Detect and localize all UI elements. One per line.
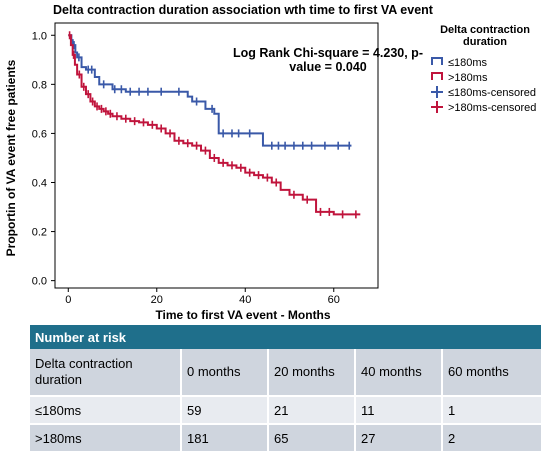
legend: Delta contraction duration ≤180ms >180ms ≤… — [431, 24, 536, 114]
table-cell: 59 — [181, 395, 269, 424]
col-header-group: Delta contraction duration — [30, 349, 182, 396]
chart-title: Delta contraction duration association w… — [53, 3, 434, 17]
table-cell: 21 — [268, 395, 356, 424]
y-tick-label: 0.8 — [32, 79, 47, 91]
col-header-60-months: 60 months — [442, 349, 541, 396]
annotation-line-2: value = 0.040 — [289, 60, 367, 74]
risk-table-header: Number at risk — [30, 325, 541, 349]
y-tick-label: 1.0 — [32, 30, 47, 42]
km-chart: Delta contraction duration association w… — [4, 3, 536, 322]
table-cell: 181 — [181, 423, 269, 451]
table-cell: 65 — [268, 423, 356, 451]
legend-label: ≤180ms-censored — [448, 87, 536, 99]
legend-swatch-line — [431, 57, 443, 65]
plot-frame — [54, 22, 379, 289]
x-tick-label: 0 — [65, 294, 71, 306]
legend-title-line-1: Delta contraction — [440, 24, 530, 36]
legend-title-line-2: duration — [463, 36, 507, 48]
y-tick-label: 0.0 — [32, 276, 47, 288]
col-header-20-months: 20 months — [268, 349, 356, 396]
y-axis-label: Proportin of VA event free patients — [4, 59, 18, 256]
row-group-label: >180ms — [30, 423, 182, 451]
y-tick-label: 0.6 — [32, 128, 47, 140]
legend-label: ≤180ms — [448, 57, 488, 69]
y-tick-label: 0.2 — [32, 227, 47, 239]
legend-label: >180ms-censored — [448, 102, 536, 114]
plot-area — [54, 22, 379, 289]
series-layer — [68, 31, 361, 219]
col-header-0-months: 0 months — [181, 349, 269, 396]
legend-label: >180ms — [448, 72, 488, 84]
row-group-label: ≤180ms — [30, 395, 182, 424]
legend-swatch-line — [431, 72, 443, 80]
x-tick-label: 40 — [239, 294, 251, 306]
table-cell: 2 — [442, 423, 541, 451]
axes: 0 20 40 60 0.0 0.2 0.4 0.6 0.8 1.0 — [32, 30, 340, 306]
number-at-risk-table: Number at risk Delta contraction duratio… — [30, 325, 541, 451]
x-tick-label: 20 — [151, 294, 163, 306]
survival-line-le180ms — [68, 34, 352, 147]
x-tick-label: 60 — [328, 294, 340, 306]
col-header-40-months: 40 months — [355, 349, 443, 396]
table-cell: 27 — [355, 423, 443, 451]
table-cell: 1 — [442, 395, 541, 424]
y-tick-label: 0.4 — [32, 177, 47, 189]
table-cell: 11 — [355, 395, 443, 424]
annotation-line-1: Log Rank Chi-square = 4.230, p- — [233, 46, 423, 60]
x-axis-label: Time to first VA event - Months — [155, 308, 330, 322]
